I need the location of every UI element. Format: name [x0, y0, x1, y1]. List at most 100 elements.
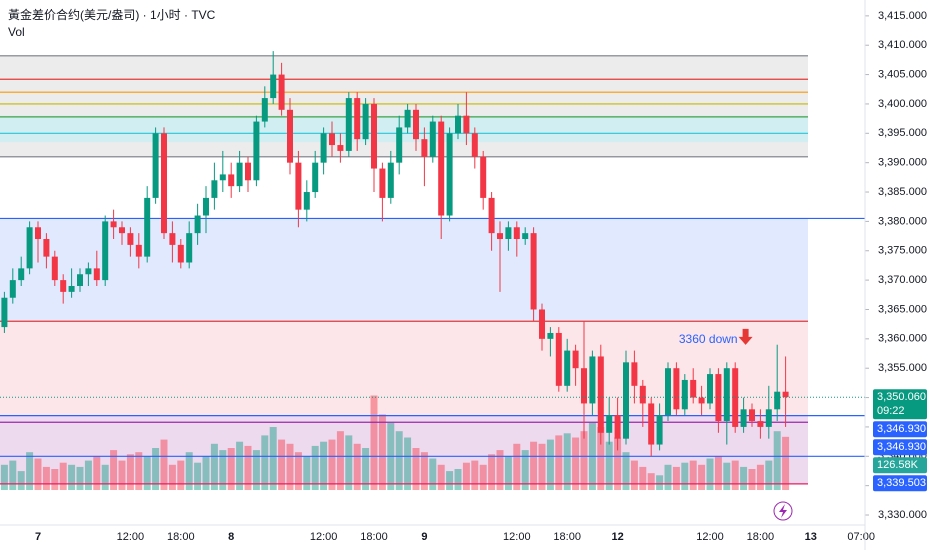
candle-body [723, 368, 730, 422]
volume-bar [34, 458, 42, 490]
volume-badge-label: 126.58K [877, 459, 919, 471]
y-tick-label: 3,395.000 [878, 127, 927, 139]
candle-body [60, 280, 67, 292]
candle-body [581, 368, 587, 404]
candle-body [253, 121, 260, 181]
volume-bar [286, 443, 294, 490]
volume-bar [252, 450, 260, 490]
candle-body [85, 268, 92, 275]
candle-body [715, 374, 722, 422]
volume-bar [9, 460, 17, 490]
y-tick-label: 3,410.000 [878, 39, 927, 51]
candle-body [278, 74, 285, 110]
candle-body [261, 98, 268, 122]
volume-bar [437, 464, 445, 490]
zone [0, 218, 808, 322]
candle-body [161, 133, 167, 234]
candle-body [68, 285, 75, 292]
volume-bar [664, 464, 672, 490]
volume-bar [748, 469, 756, 490]
volume-bar [622, 452, 630, 490]
volume-bar [605, 441, 613, 490]
x-tick-label: 12:00 [503, 531, 531, 543]
volume-bar [152, 448, 160, 490]
volume-bar [236, 441, 244, 490]
candle-body [673, 368, 680, 410]
candle-body [329, 133, 335, 146]
chart-title: 黃金差价合约(美元/盎司) · 1小时 · TVC [8, 7, 216, 22]
volume-bar [126, 454, 134, 490]
y-tick-label: 3,390.000 [878, 157, 927, 169]
volume-bar [546, 439, 554, 490]
volume-bar [269, 427, 277, 490]
candle-body [547, 332, 554, 339]
zone [0, 415, 808, 484]
x-tick-label: 12:00 [696, 531, 724, 543]
volume-badge [873, 457, 927, 474]
candle-body [186, 233, 193, 263]
volume-bar [177, 460, 185, 490]
volume-bar [756, 464, 764, 490]
candle-body [211, 180, 218, 198]
candle-body [312, 162, 319, 193]
volume-bar [202, 456, 210, 490]
volume-bar [698, 464, 706, 490]
volume-bar [51, 469, 59, 490]
volume-bar [118, 460, 126, 490]
candle-body [43, 239, 50, 257]
volume-bar [639, 466, 647, 490]
volume-bar [336, 431, 344, 490]
y-tick-label: 3,370.000 [878, 274, 927, 286]
volume-bar [647, 473, 655, 490]
candle-body [303, 192, 310, 210]
candle-body [749, 409, 755, 422]
candle-body [18, 268, 25, 281]
volume-bar [328, 439, 336, 490]
candle-body [421, 139, 428, 157]
candle-body [765, 409, 772, 427]
candle-body [362, 103, 369, 140]
candle-body [236, 162, 243, 187]
volume-bar [143, 456, 151, 490]
candle-body [345, 98, 352, 151]
candle-body [572, 350, 579, 369]
candle-body [26, 227, 33, 269]
candle-body [639, 385, 646, 404]
candle-body [287, 109, 293, 163]
volume-bar [353, 443, 361, 490]
candle-body [379, 168, 386, 198]
y-tick-label: 3,400.000 [878, 98, 927, 110]
x-tick-label: 9 [421, 531, 427, 543]
volume-bar [93, 456, 101, 490]
volume-bar [538, 443, 546, 490]
candle-body [152, 133, 159, 198]
volume-bar [261, 435, 269, 490]
candle-body [203, 197, 209, 216]
volume-bar [782, 436, 790, 490]
candle-body [102, 221, 109, 281]
price-badge-label: 3,346.930 [877, 423, 926, 435]
x-tick-label: 12:00 [310, 531, 338, 543]
x-tick-label: 18:00 [553, 531, 581, 543]
candle-body [707, 374, 713, 404]
candle-body [337, 145, 344, 151]
candle-body [589, 356, 596, 404]
volume-title: Vol [8, 25, 25, 39]
price-badge-countdown: 09:22 [877, 405, 905, 417]
volume-bar [731, 460, 739, 490]
candle-body [463, 115, 470, 134]
volume-bar [311, 445, 319, 490]
candle-body [396, 127, 403, 163]
volume-bar [168, 464, 176, 490]
volume-bar [294, 452, 302, 490]
price-badge [873, 439, 927, 456]
volume-bar [244, 445, 252, 490]
y-tick-label: 3,380.000 [878, 215, 927, 227]
candle-body [77, 274, 83, 286]
price-badge-label: 3,346.930 [877, 441, 926, 453]
candle-body [564, 350, 571, 386]
volume-bar [723, 462, 731, 490]
volume-bar [446, 471, 454, 490]
candle-body [513, 227, 520, 240]
